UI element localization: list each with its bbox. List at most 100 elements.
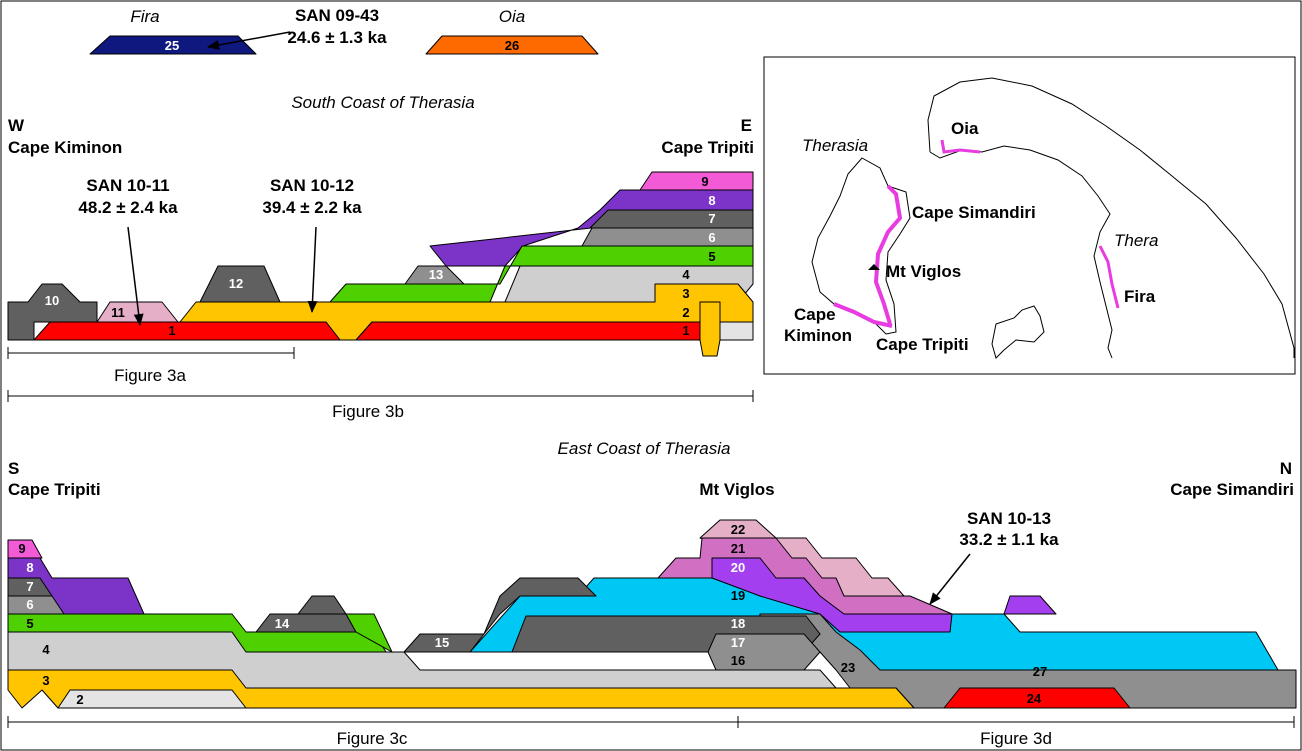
unit-6-label: 6 (708, 230, 715, 245)
map-oia-label: Oia (951, 119, 979, 138)
scale-bar-3b (7, 390, 754, 402)
fira-unit-number: 25 (165, 38, 179, 53)
e-unit-6-label: 6 (26, 597, 33, 612)
south-section-title: South Coast of Therasia (291, 93, 474, 112)
e-unit-20-label: 20 (731, 560, 745, 575)
unit-14 (255, 613, 357, 633)
unit-9 (7, 539, 43, 559)
e-unit-3-label: 3 (42, 673, 49, 688)
oia-legend-label: Oia (499, 7, 525, 26)
mid-place: Mt Viglos (699, 480, 774, 499)
e-unit-8-label: 8 (26, 560, 33, 575)
east-place: Cape Tripiti (661, 138, 754, 157)
e-unit-4-label: 4 (42, 642, 50, 657)
e-unit-19-label: 19 (731, 588, 745, 603)
unit-5-label: 5 (708, 249, 715, 264)
west-direction: W (8, 116, 25, 135)
south-coast-section: South Coast of Therasia W Cape Kiminon E… (7, 93, 754, 421)
sample-age: 24.6 ± 1.3 ka (287, 28, 387, 47)
e-unit-27-label: 27 (1033, 664, 1047, 679)
east-section-title: East Coast of Therasia (558, 439, 731, 458)
unit-13-label: 13 (429, 267, 443, 282)
unit-9 (639, 171, 754, 191)
small-islet (991, 305, 1045, 359)
scale-3c-label: Figure 3c (337, 729, 408, 748)
map-therasia-label: Therasia (802, 136, 868, 155)
unit-1-west (33, 321, 341, 341)
unit-10 (7, 283, 98, 341)
oia-section-line (940, 139, 981, 154)
map-mt-viglos-label: Mt Viglos (886, 262, 961, 281)
map-cape-label: Cape (794, 305, 836, 324)
east-direction: E (741, 116, 752, 135)
map-fira-label: Fira (1124, 287, 1156, 306)
e-unit-18-label: 18 (731, 616, 745, 631)
unit-2 (57, 689, 247, 709)
unit-9-label: 9 (701, 174, 708, 189)
map-inset: Therasia Thera Oia Fira Cape Simandiri M… (763, 56, 1296, 375)
west-place: Cape Kiminon (8, 138, 122, 157)
unit-24 (943, 687, 1131, 709)
e-unit-16-label: 16 (731, 653, 745, 668)
sample-10-12-age: 39.4 ± 2.2 ka (262, 198, 362, 217)
fira-legend-label: Fira (130, 7, 159, 26)
sample-10-11-id: SAN 10-11 (86, 176, 169, 195)
e-unit-14-label: 14 (275, 616, 290, 631)
therasia-south-section-line (833, 302, 893, 328)
unit-1-east (355, 321, 701, 341)
map-thera-label: Thera (1114, 231, 1158, 250)
summit-triangle-icon (868, 264, 880, 270)
north-place: Cape Simandiri (1170, 480, 1294, 499)
unit-14-cap (297, 595, 347, 615)
e-unit-23-label: 23 (841, 660, 855, 675)
sample-10-13-arrow (929, 553, 971, 605)
south-place: Cape Tripiti (8, 480, 101, 499)
e-unit-22-label: 22 (731, 522, 745, 537)
e-unit-24-label: 24 (1027, 691, 1042, 706)
unit-15 (403, 577, 597, 653)
south-direction: S (8, 459, 19, 478)
fira-section-line (1098, 245, 1120, 309)
scale-bar-3a (7, 347, 295, 359)
unit-1-east-label: 1 (682, 323, 689, 338)
sample-10-12-arrow (307, 226, 318, 313)
feeder-dyke (699, 301, 721, 357)
thera-outer-coast (927, 77, 1295, 358)
unit-1-west-label: 1 (168, 323, 175, 338)
unit-7 (589, 209, 754, 229)
scale-3d-label: Figure 3d (980, 729, 1052, 748)
top-legend: Fira 25 SAN 09-43 24.6 ± 1.3 ka Oia 26 (89, 6, 599, 55)
scale-3a-label: Figure 3a (114, 366, 186, 385)
e-unit-15-label: 15 (435, 635, 449, 650)
unit-4-label: 4 (682, 267, 690, 282)
map-kiminon-label: Kiminon (784, 326, 852, 345)
sample-10-11-arrow (127, 226, 144, 326)
sample-arrow (207, 31, 291, 50)
unit-6 (581, 227, 754, 247)
map-cape-tripiti-label: Cape Tripiti (876, 335, 969, 354)
unit-16-17 (707, 633, 821, 671)
unit-21 (657, 537, 953, 615)
sample-10-11-age: 48.2 ± 2.4 ka (78, 198, 178, 217)
unit-10-label: 10 (45, 293, 59, 308)
therasia-east-section-line (873, 184, 903, 325)
sample-10-13-id: SAN 10-13 (967, 509, 1051, 528)
e-unit-9-label: 9 (18, 541, 25, 556)
unit-8-label: 8 (708, 193, 715, 208)
unit-7-label: 7 (708, 211, 715, 226)
e-unit-17-label: 17 (731, 635, 745, 650)
scale-3b-label: Figure 3b (332, 402, 404, 421)
oia-unit-number: 26 (505, 38, 519, 53)
unit-2-label: 2 (682, 305, 689, 320)
east-coast-section: East Coast of Therasia S Cape Tripiti N … (7, 439, 1297, 748)
therasia-coast (811, 157, 911, 335)
e-unit-21-label: 21 (731, 541, 745, 556)
e-unit-2-label: 2 (76, 692, 83, 707)
oia-unit-26 (425, 35, 599, 55)
e-unit-7-label: 7 (26, 579, 33, 594)
north-direction: N (1280, 459, 1292, 478)
unit-20 (711, 557, 1057, 633)
unit-11-label: 11 (111, 305, 125, 320)
